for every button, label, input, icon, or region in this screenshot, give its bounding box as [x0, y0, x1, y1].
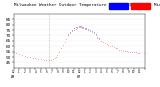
Point	[15, 52, 18, 53]
Point	[85, 27, 88, 29]
Point	[89, 29, 91, 31]
Point	[131, 51, 133, 52]
Point	[76, 27, 79, 29]
Point	[40, 59, 42, 60]
Point	[96, 36, 99, 37]
Point	[76, 26, 79, 28]
Point	[100, 40, 102, 42]
Point	[144, 52, 146, 53]
Point	[63, 41, 66, 43]
Point	[42, 60, 45, 61]
Point	[37, 59, 40, 60]
Point	[120, 49, 122, 50]
Point	[94, 35, 97, 36]
Point	[125, 50, 128, 51]
Point	[80, 25, 82, 26]
Point	[133, 51, 135, 52]
Point	[96, 37, 99, 38]
Point	[82, 26, 84, 28]
Point	[124, 50, 126, 51]
Point	[91, 30, 93, 32]
Point	[138, 52, 141, 53]
Point	[98, 37, 100, 38]
Point	[129, 51, 132, 52]
Point	[29, 56, 31, 58]
Point	[127, 51, 130, 52]
Point	[122, 50, 124, 51]
Point	[52, 59, 54, 60]
Point	[136, 52, 139, 53]
Point	[81, 26, 83, 28]
Point	[79, 25, 81, 26]
Point	[91, 32, 93, 33]
Point	[79, 26, 81, 28]
Point	[48, 60, 50, 61]
Point	[74, 28, 77, 30]
Point	[80, 26, 82, 28]
Point	[67, 35, 70, 36]
Point	[114, 48, 117, 49]
Point	[67, 34, 70, 35]
Point	[69, 32, 71, 33]
Point	[65, 38, 68, 39]
Point	[109, 46, 112, 47]
Point	[58, 51, 60, 52]
Point	[45, 60, 48, 61]
Point	[56, 54, 59, 56]
Point	[81, 27, 83, 29]
Point	[103, 42, 106, 44]
Point	[83, 27, 86, 29]
Text: Milwaukee Weather Outdoor Temperature vs Heat Index per Minute (24 Hours): Milwaukee Weather Outdoor Temperature vs…	[14, 3, 160, 7]
Point	[26, 56, 28, 58]
Point	[78, 25, 80, 26]
Point	[71, 30, 73, 32]
Point	[94, 34, 97, 35]
Point	[71, 29, 73, 31]
Point	[53, 57, 56, 59]
Point	[116, 48, 119, 49]
Point	[69, 33, 71, 34]
Point	[78, 26, 80, 28]
Point	[87, 29, 90, 31]
Point	[74, 26, 77, 28]
Point	[112, 47, 115, 48]
Point	[23, 55, 26, 57]
Point	[60, 48, 62, 49]
Point	[12, 51, 15, 52]
Point	[111, 46, 113, 47]
Point	[134, 51, 137, 52]
Point	[107, 45, 110, 46]
Point	[20, 54, 23, 56]
Point	[82, 27, 84, 29]
Point	[72, 27, 75, 29]
Point	[83, 28, 86, 30]
Point	[18, 53, 20, 55]
Point	[105, 43, 108, 45]
Point	[89, 30, 91, 32]
Point	[32, 57, 34, 59]
Point	[98, 38, 100, 39]
Point	[34, 57, 37, 59]
Point	[61, 45, 64, 46]
Point	[54, 56, 57, 58]
Point	[85, 28, 88, 30]
Point	[92, 32, 95, 33]
Point	[102, 41, 104, 43]
Point	[92, 33, 95, 34]
Point	[87, 28, 90, 30]
Point	[118, 49, 121, 50]
Point	[50, 60, 52, 61]
Point	[72, 29, 75, 31]
